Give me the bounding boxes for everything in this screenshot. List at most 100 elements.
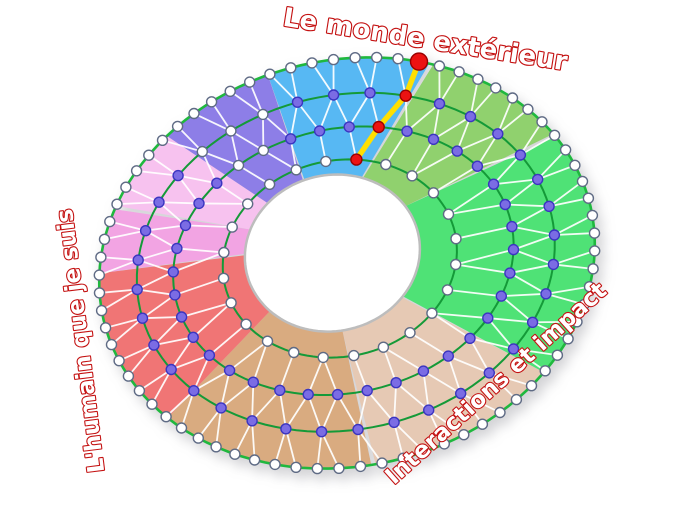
node-white[interactable] — [285, 62, 297, 74]
node-white[interactable] — [587, 263, 599, 275]
node-highlighted[interactable] — [409, 52, 429, 71]
node-white[interactable] — [438, 438, 450, 450]
node-white[interactable] — [317, 351, 329, 364]
node-filled[interactable] — [427, 133, 440, 146]
node-filled[interactable] — [188, 385, 200, 397]
node-filled[interactable] — [548, 229, 561, 241]
node-filled[interactable] — [132, 254, 144, 266]
node-white[interactable] — [113, 355, 125, 367]
node-white[interactable] — [188, 107, 200, 120]
node-filled[interactable] — [495, 290, 507, 302]
node-white[interactable] — [586, 209, 599, 222]
node-white[interactable] — [458, 429, 470, 441]
node-white[interactable] — [578, 298, 590, 311]
node-white[interactable] — [582, 192, 595, 204]
node-white[interactable] — [240, 318, 252, 330]
node-white[interactable] — [105, 338, 118, 351]
node-white[interactable] — [225, 125, 237, 137]
node-filled[interactable] — [451, 145, 463, 157]
node-white[interactable] — [257, 108, 269, 121]
node-white[interactable] — [111, 198, 123, 210]
node-white[interactable] — [472, 73, 484, 85]
node-filled[interactable] — [464, 110, 477, 123]
node-filled[interactable] — [526, 316, 539, 328]
node-filled[interactable] — [361, 384, 373, 397]
node-white[interactable] — [243, 76, 256, 88]
node-white[interactable] — [175, 422, 188, 434]
sector-green[interactable] — [402, 136, 595, 373]
node-filled[interactable] — [327, 89, 340, 101]
node-white[interactable] — [263, 178, 276, 191]
node-white[interactable] — [392, 53, 404, 65]
node-filled[interactable] — [483, 367, 495, 379]
node-white[interactable] — [348, 349, 360, 362]
node-filled[interactable] — [482, 312, 494, 324]
node-filled[interactable] — [433, 97, 446, 110]
node-white[interactable] — [450, 258, 462, 271]
node-filled[interactable] — [179, 219, 192, 232]
node-white[interactable] — [257, 144, 270, 157]
node-white[interactable] — [354, 460, 367, 473]
node-white[interactable] — [290, 461, 302, 473]
node-filled[interactable] — [246, 415, 258, 427]
node-filled[interactable] — [388, 416, 400, 428]
node-white[interactable] — [160, 411, 172, 423]
node-filled[interactable] — [223, 364, 236, 377]
node-filled[interactable] — [506, 220, 518, 233]
node-white[interactable] — [217, 272, 230, 284]
node-white[interactable] — [433, 60, 446, 72]
node-white[interactable] — [261, 335, 274, 347]
node-white[interactable] — [99, 322, 112, 334]
node-white[interactable] — [450, 232, 462, 245]
node-white[interactable] — [93, 269, 106, 281]
node-white[interactable] — [290, 164, 302, 176]
node-white[interactable] — [380, 158, 392, 171]
node-white[interactable] — [311, 462, 323, 475]
node-white[interactable] — [490, 82, 502, 94]
node-white[interactable] — [98, 233, 111, 246]
node-white[interactable] — [397, 452, 409, 464]
node-highlighted[interactable] — [350, 153, 363, 166]
node-white[interactable] — [333, 462, 345, 474]
node-filled[interactable] — [172, 169, 184, 182]
node-white[interactable] — [562, 333, 574, 345]
node-white[interactable] — [133, 385, 146, 397]
node-white[interactable] — [93, 287, 106, 299]
node-white[interactable] — [306, 57, 318, 69]
node-white[interactable] — [548, 129, 561, 142]
node-filled[interactable] — [499, 198, 511, 211]
node-filled[interactable] — [390, 377, 402, 389]
node-white[interactable] — [506, 92, 519, 104]
node-filled[interactable] — [211, 177, 223, 189]
node-white[interactable] — [143, 149, 155, 161]
node-white[interactable] — [229, 448, 241, 460]
node-filled[interactable] — [504, 267, 516, 279]
node-white[interactable] — [539, 365, 551, 377]
node-filled[interactable] — [315, 426, 328, 438]
node-filled[interactable] — [247, 376, 260, 388]
node-white[interactable] — [525, 380, 538, 392]
node-white[interactable] — [171, 120, 184, 133]
node-filled[interactable] — [139, 224, 152, 237]
node-white[interactable] — [349, 52, 361, 64]
node-filled[interactable] — [464, 332, 476, 344]
node-white[interactable] — [95, 304, 108, 317]
node-white[interactable] — [588, 227, 601, 239]
node-white[interactable] — [418, 446, 430, 458]
node-white[interactable] — [406, 170, 418, 182]
node-filled[interactable] — [167, 266, 180, 278]
node-white[interactable] — [320, 155, 332, 168]
node-white[interactable] — [427, 187, 440, 199]
node-highlighted[interactable] — [399, 89, 412, 102]
node-white[interactable] — [476, 418, 489, 430]
node-white[interactable] — [571, 316, 583, 328]
node-white[interactable] — [264, 68, 276, 80]
node-filled[interactable] — [532, 173, 544, 186]
node-white[interactable] — [583, 281, 596, 293]
node-filled[interactable] — [302, 388, 314, 401]
node-white[interactable] — [576, 175, 589, 188]
node-filled[interactable] — [492, 128, 504, 140]
node-filled[interactable] — [171, 242, 183, 255]
node-filled[interactable] — [514, 149, 527, 161]
node-filled[interactable] — [417, 365, 430, 377]
